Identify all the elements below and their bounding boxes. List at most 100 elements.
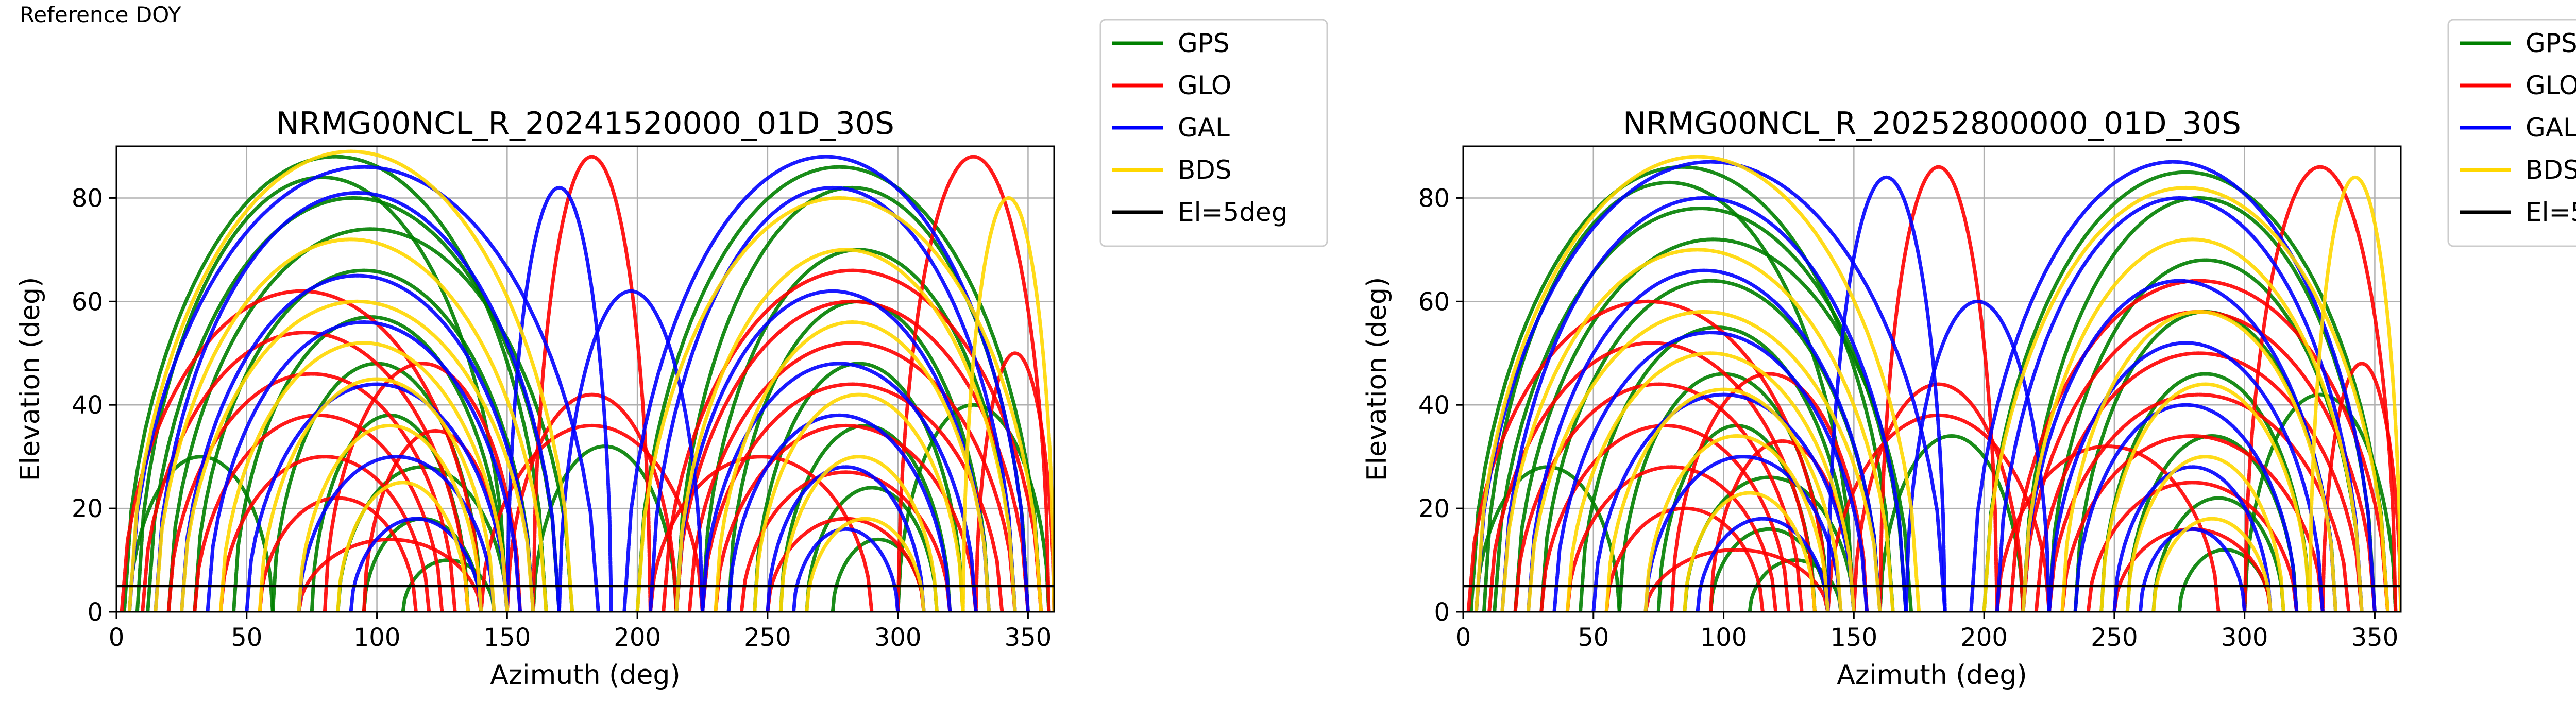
chart-1-bds-arc-10	[753, 392, 965, 612]
chart-2-legend-label-glo: GLO	[2526, 71, 2576, 100]
chart-2-gps-arc-17	[2177, 548, 2273, 612]
page-title: Reference DOY	[20, 2, 181, 27]
chart-2-bds-arc-2	[1526, 310, 1882, 612]
chart-1-bds-arc-4	[258, 377, 496, 612]
chart-1-y-tick-label-80: 80	[72, 184, 103, 213]
chart-2-bds-arc-3	[1565, 351, 1856, 612]
chart-2-gps-arc-2	[1493, 206, 1908, 612]
chart-1-y-tick-label-0: 0	[87, 598, 103, 627]
chart-2-x-tick-label-50: 50	[1578, 623, 1609, 652]
chart-1-legend-label-gal: GAL	[1178, 113, 1230, 143]
chart-2-series-bds	[1474, 155, 2401, 612]
chart-2-title: NRMG00NCL_R_20252800000_01D_30S	[1623, 106, 2241, 142]
chart-1-bds-arc-9	[714, 320, 991, 612]
chart-2-bds-arc-5	[1643, 434, 1830, 612]
chart-2-gps-arc-12	[2047, 258, 2364, 612]
chart-1-gps-arc-16	[778, 423, 952, 612]
chart-1-gal-arc-13	[766, 465, 926, 612]
chart-2-gal-arc-12	[2073, 403, 2299, 612]
chart-1-x-tick-label-0: 0	[109, 623, 125, 652]
chart-2-bds-arc-1	[1500, 248, 1895, 612]
chart-1-glo-arc-8	[362, 428, 509, 612]
chart-2-bds-arc-8	[2021, 237, 2364, 612]
chart-2-x-tick-label-350: 350	[2351, 623, 2399, 652]
chart-2-gal-arc-15	[1904, 299, 2051, 612]
chart-1-gal-arc-15	[557, 289, 704, 612]
chart-2-bds-arc-6	[1683, 491, 1817, 612]
chart-2-glo-arc-20	[1878, 165, 1999, 612]
chart-1-bds-arc-5	[297, 423, 483, 612]
chart-2-y-tick-label-60: 60	[1418, 287, 1450, 316]
chart-1: NRMG00NCL_R_20241520000_01D_30S 0 50 100 150…	[15, 19, 1328, 691]
chart-1-glo-arc-1	[141, 331, 470, 612]
chart-2-gal-arc-4	[1591, 392, 1856, 612]
chart-1-bds-arc-2	[179, 299, 535, 612]
chart-2-y-tick-label-40: 40	[1418, 391, 1450, 420]
chart-1-bds-arc-8	[674, 248, 1017, 612]
chart-2-y-tick-label-80: 80	[1418, 184, 1450, 213]
chart-1-x-tick-label-250: 250	[744, 623, 791, 652]
chart-2-x-tick-label-0: 0	[1455, 623, 1471, 652]
chart-2-bds-arc-4	[1604, 387, 1843, 612]
chart-1-x-tick-label-350: 350	[1005, 623, 1052, 652]
chart-1-x-tick-label-50: 50	[231, 623, 262, 652]
chart-1-glo-arc-7	[323, 362, 522, 612]
chart-1-gps-arc-20	[127, 455, 275, 612]
chart-2-x-tick-label-300: 300	[2221, 623, 2268, 652]
chart-2-y-tick-label-20: 20	[1418, 494, 1450, 523]
chart-2-glo-arc-19	[2243, 165, 2398, 612]
chart-2-gps-arc-3	[1513, 237, 1913, 612]
chart-2: NRMG00NCL_R_20252800000_01D_30S 0 50 100 150…	[1362, 19, 2576, 691]
chart-2-legend-label-gps: GPS	[2526, 28, 2576, 58]
chart-1-gal-arc-9	[648, 185, 1017, 612]
chart-2-axes-frame	[1462, 145, 2402, 613]
chart-2-x-tick-label-200: 200	[1960, 623, 2008, 652]
chart-1-gps-arc-15	[753, 362, 965, 612]
chart-2-glo-arc-2	[1513, 382, 1804, 612]
chart-2-x-axis-label: Azimuth (deg)	[1837, 660, 2027, 691]
chart-1-x-tick-label-300: 300	[874, 623, 922, 652]
chart-2-glo-arc-0	[1466, 299, 1830, 612]
chart-1-legend: GPS GLO GAL BDS El=5deg	[1099, 19, 1328, 247]
chart-2-glo-arc-16	[2086, 481, 2299, 612]
chart-1-y-tick-label-60: 60	[72, 287, 103, 316]
chart-1-title: NRMG00NCL_R_20241520000_01D_30S	[276, 106, 894, 142]
chart-1-bds-arc-6	[336, 481, 470, 612]
chart-1-glo-arc-10	[479, 423, 704, 612]
chart-2-gps-arc-11	[2021, 196, 2377, 612]
chart-2-bds-arc-9	[2060, 310, 2338, 612]
chart-1-legend-label-gps: GPS	[1178, 28, 1230, 58]
chart-1-glo-arc-15	[701, 382, 1004, 612]
chart-2-legend-label-el-5deg: El=5deg	[2526, 197, 2576, 227]
chart-1-gps-arc-17	[805, 486, 939, 612]
chart-1-bds-arc-3	[218, 341, 509, 612]
chart-1-gal-arc-7	[505, 185, 614, 612]
chart-2-plot-area	[1466, 155, 2401, 612]
chart-1-gal-arc-8	[622, 155, 1030, 612]
chart-1-bds-arc-11	[778, 455, 939, 612]
chart-2-glo-arc-4	[1565, 465, 1778, 612]
chart-2-bds-arc-10	[2099, 382, 2312, 612]
chart-2-gal-arc-6	[1696, 517, 1830, 612]
chart-1-glo-arc-14	[687, 341, 1017, 612]
chart-1-legend-label-glo: GLO	[1178, 71, 1231, 100]
chart-1-gps-arc-1	[135, 175, 509, 612]
chart-1-legend-box	[1099, 19, 1328, 247]
chart-2-x-tick-label-250: 250	[2091, 623, 2138, 652]
chart-1-glo-arc-16	[714, 423, 978, 612]
chart-1-gal-arc-14	[791, 527, 900, 612]
chart-2-gal-arc-13	[2112, 465, 2273, 612]
chart-1-gal-arc-4	[245, 382, 509, 612]
chart-2-legend-box	[2447, 19, 2576, 247]
chart-1-gal-arc-2	[179, 273, 535, 612]
chart-1-gps-arc-11	[635, 165, 1043, 612]
chart-2-gal-arc-11	[2047, 341, 2325, 612]
chart-2-x-tick-label-100: 100	[1700, 623, 1748, 652]
chart-1-gal-arc-0	[127, 165, 600, 612]
chart-2-bds-arc-0	[1474, 155, 1921, 612]
chart-2-legend-label-bds: BDS	[2526, 155, 2576, 185]
chart-2-gal-arc-3	[1552, 331, 1869, 612]
chart-1-bds-arc-1	[154, 237, 548, 612]
chart-1-y-tick-label-40: 40	[72, 391, 103, 420]
